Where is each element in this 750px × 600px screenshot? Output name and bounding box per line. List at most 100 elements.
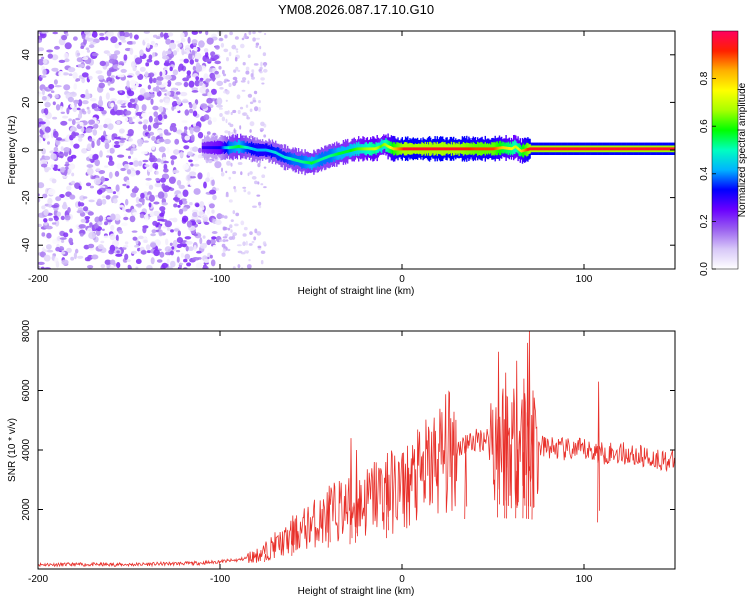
noise-blob: [233, 186, 236, 190]
noise-blob: [183, 145, 190, 150]
noise-blob: [152, 77, 157, 83]
trace-core: [428, 147, 431, 151]
noise-blob: [228, 82, 232, 88]
x-tick-label: -200: [28, 274, 48, 285]
trace-core: [332, 153, 335, 157]
noise-blob: [67, 67, 76, 73]
trace-core: [611, 147, 613, 151]
noise-blob: [86, 66, 90, 70]
noise-blob: [87, 109, 91, 115]
noise-blob: [87, 243, 95, 249]
noise-blob: [125, 110, 132, 116]
noise-blob: [203, 181, 207, 189]
noise-blob: [110, 224, 115, 231]
noise-blob: [141, 198, 145, 206]
noise-blob: [80, 45, 85, 50]
noise-blob: [128, 138, 134, 142]
noise-blob: [85, 128, 93, 133]
noise-blob: [63, 196, 70, 201]
noise-blob: [70, 256, 75, 261]
noise-blob: [180, 91, 188, 97]
snr-spike: [597, 381, 600, 523]
noise-blob: [181, 100, 189, 103]
noise-blob: [50, 90, 55, 93]
noise-blob: [192, 65, 197, 71]
trace-core: [370, 147, 372, 151]
noise-blob: [48, 84, 55, 89]
noise-blob: [135, 196, 140, 204]
noise-blob: [99, 60, 107, 66]
noise-blob: [67, 168, 72, 174]
noise-blob: [249, 101, 254, 105]
noise-blob: [79, 202, 85, 207]
trace-core: [433, 147, 435, 151]
trace-core: [329, 154, 331, 158]
trace-core: [576, 147, 578, 151]
trace-core: [435, 147, 437, 151]
noise-blob: [166, 258, 170, 264]
trace-core: [201, 146, 204, 150]
trace-core: [584, 147, 586, 151]
noise-blob: [61, 203, 68, 210]
trace-core: [587, 147, 589, 151]
noise-blob: [38, 31, 41, 34]
noise-blob: [120, 167, 126, 172]
noise-blob: [211, 209, 215, 214]
noise-blob: [183, 258, 188, 263]
noise-blob: [117, 74, 125, 78]
noise-blob: [71, 172, 75, 177]
noise-blob: [41, 148, 46, 155]
trace-core: [204, 146, 206, 150]
noise-blob: [251, 176, 257, 180]
noise-blob: [110, 259, 116, 265]
noise-blob: [115, 253, 123, 257]
noise-blob: [101, 228, 105, 231]
noise-blob: [222, 236, 228, 239]
trace-core: [514, 145, 516, 149]
trace-core: [663, 147, 666, 151]
trace-core: [549, 147, 551, 151]
trace-core: [319, 158, 322, 162]
trace-core: [656, 147, 658, 151]
noise-blob: [208, 68, 213, 73]
trace-core: [312, 161, 314, 165]
trace-core: [515, 145, 517, 149]
noise-blob: [145, 62, 150, 67]
noise-blob: [149, 131, 155, 136]
noise-blob: [44, 126, 51, 133]
noise-blob: [48, 188, 56, 196]
noise-blob: [157, 129, 163, 134]
noise-blob: [66, 185, 72, 191]
spectrogram-y-axis: -40 -20 0 20 40: [21, 49, 675, 252]
noise-blob: [177, 193, 183, 199]
noise-blob: [66, 107, 70, 115]
noise-blob: [251, 76, 255, 80]
trace-core: [508, 147, 511, 150]
trace-core: [214, 146, 217, 150]
trace-core: [450, 147, 453, 151]
noise-blob: [211, 231, 218, 234]
trace-core: [426, 147, 429, 151]
noise-blob: [186, 70, 191, 76]
noise-blob: [55, 246, 61, 252]
trace-core: [496, 146, 498, 150]
noise-blob: [260, 183, 264, 186]
noise-blob: [161, 262, 168, 269]
noise-blob: [162, 55, 170, 60]
trace-core: [250, 147, 253, 150]
noise-blob: [87, 265, 94, 269]
noise-blob: [242, 233, 247, 237]
noise-blob: [263, 166, 267, 169]
noise-blob: [140, 151, 148, 155]
trace-core: [538, 147, 540, 151]
noise-blob: [170, 254, 176, 259]
noise-blob: [99, 36, 106, 41]
noise-blob: [245, 70, 250, 75]
colorbar-tick-label: 0.6: [699, 119, 710, 133]
trace-core: [430, 147, 432, 151]
noise-blob: [46, 249, 54, 253]
noise-blob: [207, 91, 212, 97]
trace-core: [294, 158, 296, 162]
trace-core: [447, 147, 449, 151]
trace-core: [509, 147, 512, 151]
